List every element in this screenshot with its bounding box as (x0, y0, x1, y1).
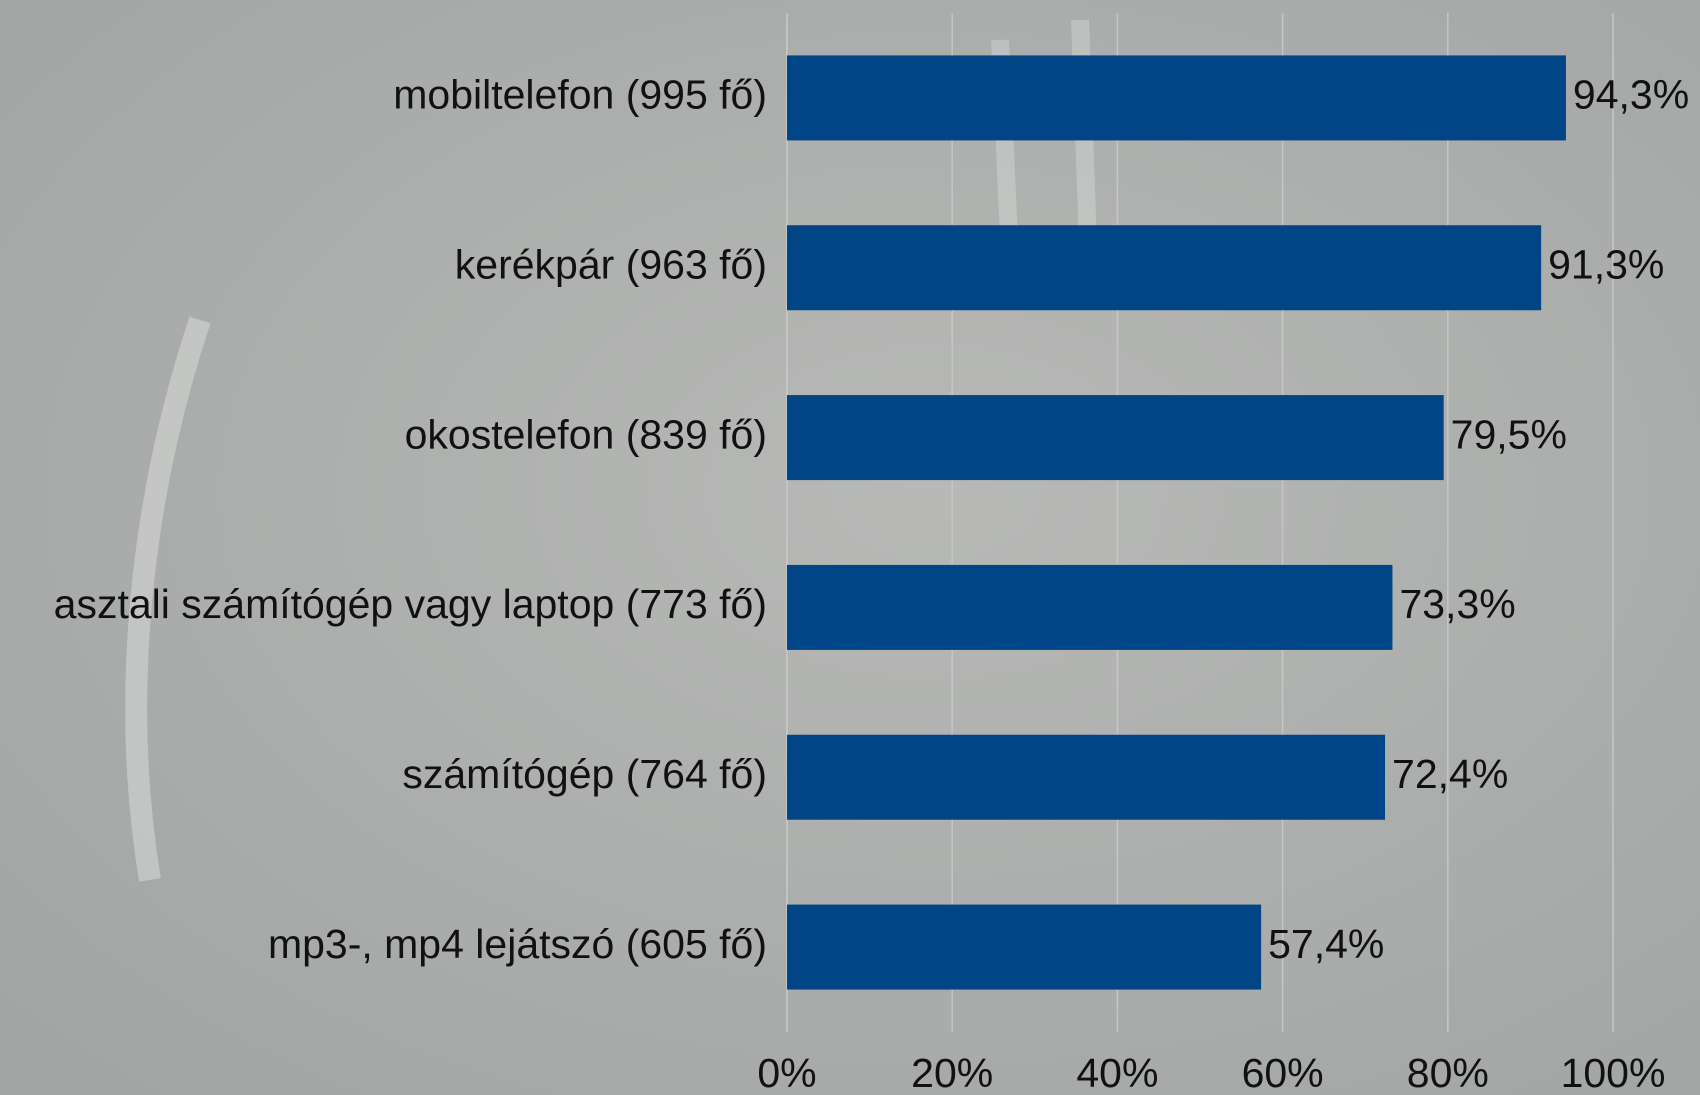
x-tick-label: 20% (911, 1050, 993, 1095)
bar (787, 395, 1444, 480)
category-label: mp3-, mp4 lejátszó (605 fő) (268, 921, 767, 967)
value-label: 91,3% (1548, 242, 1664, 288)
category-label: számítógép (764 fő) (402, 751, 767, 797)
bar (787, 565, 1392, 650)
bar (787, 905, 1261, 990)
x-tick-label: 40% (1076, 1050, 1158, 1095)
x-tick-label: 100% (1561, 1050, 1666, 1095)
category-label: mobiltelefon (995 fő) (393, 72, 767, 118)
category-label: asztali számítógép vagy laptop (773 fő) (54, 581, 767, 627)
bar (787, 55, 1566, 140)
category-label: okostelefon (839 fő) (405, 411, 767, 457)
x-tick-label: 0% (757, 1050, 816, 1095)
value-label: 57,4% (1268, 921, 1384, 967)
value-label: 72,4% (1392, 751, 1508, 797)
bar (787, 225, 1541, 310)
bar (787, 735, 1385, 820)
value-label: 94,3% (1573, 72, 1689, 118)
value-label: 79,5% (1451, 411, 1567, 457)
page: 0% 20% 40% 60% 80% 100% mobiltelefon (995 fő) 9… (0, 0, 1700, 1095)
x-tick-label: 60% (1242, 1050, 1324, 1095)
category-label: kerékpár (963 fő) (455, 242, 767, 288)
x-tick-label: 80% (1407, 1050, 1489, 1095)
value-label: 73,3% (1399, 581, 1515, 627)
chart: 0% 20% 40% 60% 80% 100% mobiltelefon (995 fő) 9… (0, 0, 1700, 1095)
